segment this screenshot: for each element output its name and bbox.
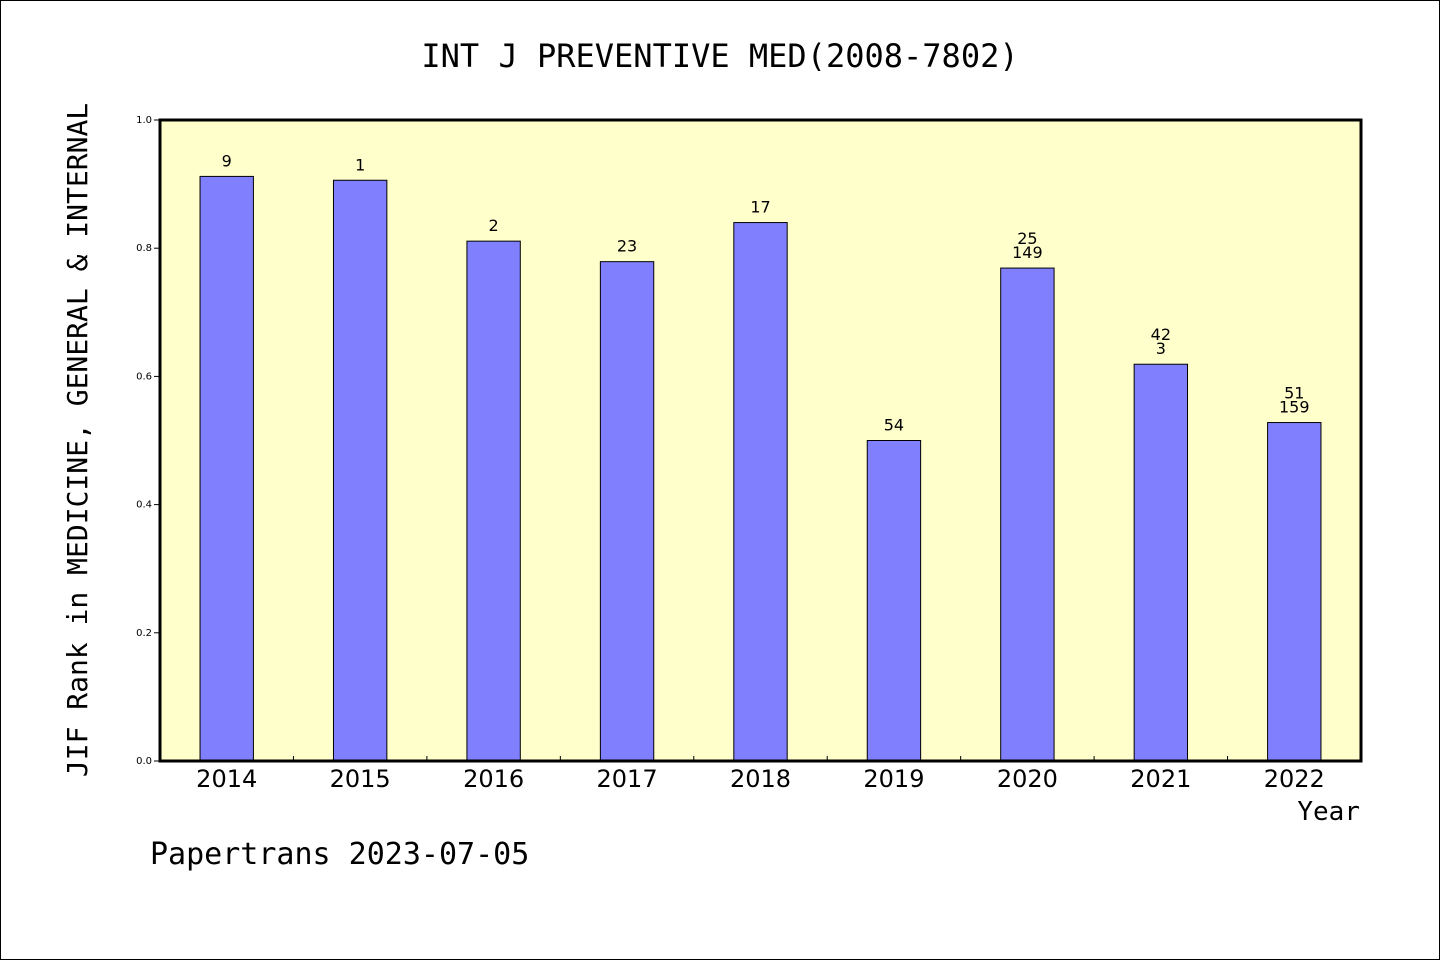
x-tick-label-2021: 2021 [1130,765,1191,793]
bar-2018 [733,222,788,762]
bar-2017 [599,261,655,762]
y-tick-label: 0.0 [136,756,152,767]
chart-title: INT J PREVENTIVE MED(2008-7802) [421,37,1018,75]
y-axis-label: JIF Rank in MEDICINE, GENERAL & INTERNAL [61,103,94,777]
data-label-2021: 3 [1156,339,1166,358]
data-label-2020: 149 [1012,243,1043,262]
bar-2014 [199,175,254,762]
data-label-2019: 54 [884,416,904,435]
bar-2016 [466,240,521,762]
y-tick-label: 0.6 [136,371,152,382]
bar-2022 [1267,422,1322,762]
data-label-2018: 17 [750,198,770,217]
data-label-2022: 159 [1279,398,1310,417]
bar-2021 [1133,363,1189,762]
footer-watermark: Papertrans 2023-07-05 [150,837,529,872]
data-label-2022: 51 [1284,384,1304,403]
data-label-2015: 1 [355,155,365,174]
x-tick-label-2018: 2018 [730,765,791,793]
x-tick-label-2019: 2019 [863,765,924,793]
y-tick-label: 0.4 [136,500,152,511]
data-label-2020: 25 [1017,229,1037,248]
y-tick-label: 0.2 [136,628,152,639]
x-tick-label-2015: 2015 [330,765,391,793]
x-tick-label-2016: 2016 [463,765,524,793]
data-label-2021: 42 [1151,325,1171,344]
bar-2019 [866,440,922,762]
bar-2020 [1000,267,1055,762]
data-label-2014: 9 [222,151,232,170]
y-tick-label: 0.8 [136,243,152,254]
data-label-2017: 23 [617,237,637,256]
y-tick-label: 1.0 [136,115,152,126]
data-label-2016: 2 [489,216,499,235]
bar-2015 [332,179,388,762]
x-tick-label-2014: 2014 [196,765,257,793]
x-tick-label-2020: 2020 [997,765,1058,793]
x-tick-label-2017: 2017 [597,765,658,793]
plot-border [158,118,1363,763]
x-tick-label-2022: 2022 [1264,765,1325,793]
x-axis-label: Year [1297,797,1360,827]
